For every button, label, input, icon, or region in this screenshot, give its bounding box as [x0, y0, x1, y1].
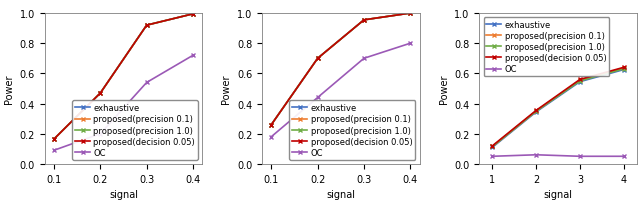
OC — [576, 155, 584, 158]
Line: proposed(precision 1.0): proposed(precision 1.0) — [269, 12, 413, 127]
Line: proposed(precision 0.1): proposed(precision 0.1) — [52, 12, 195, 142]
exhaustive — [406, 13, 414, 15]
Line: proposed(precision 0.1): proposed(precision 0.1) — [490, 66, 626, 149]
Y-axis label: Power: Power — [221, 74, 232, 104]
OC — [143, 82, 150, 84]
proposed(precision 0.1) — [620, 68, 627, 70]
proposed(precision 0.1) — [314, 58, 321, 60]
proposed(decision 0.05) — [360, 20, 368, 22]
proposed(precision 0.1) — [576, 80, 584, 82]
proposed(decision 0.05) — [97, 92, 104, 95]
Line: proposed(precision 1.0): proposed(precision 1.0) — [490, 67, 626, 149]
proposed(precision 0.1) — [268, 124, 275, 126]
proposed(decision 0.05) — [268, 124, 275, 126]
proposed(precision 1.0) — [143, 25, 150, 27]
proposed(decision 0.05) — [532, 110, 540, 112]
Line: proposed(precision 0.1): proposed(precision 0.1) — [269, 12, 413, 127]
proposed(precision 0.1) — [50, 138, 58, 140]
Y-axis label: Power: Power — [438, 74, 449, 104]
proposed(precision 1.0) — [360, 20, 368, 22]
OC — [314, 97, 321, 99]
proposed(decision 0.05) — [406, 13, 414, 15]
OC — [532, 154, 540, 156]
OC — [620, 155, 627, 158]
proposed(precision 0.1) — [360, 20, 368, 22]
proposed(precision 0.1) — [488, 146, 496, 148]
exhaustive — [143, 25, 150, 27]
proposed(precision 0.1) — [532, 110, 540, 113]
proposed(precision 1.0) — [620, 68, 627, 71]
OC — [97, 133, 104, 135]
proposed(precision 1.0) — [576, 80, 584, 83]
proposed(decision 0.05) — [143, 25, 150, 27]
Line: OC: OC — [490, 153, 626, 159]
Line: proposed(decision 0.05): proposed(decision 0.05) — [269, 12, 413, 127]
proposed(decision 0.05) — [488, 145, 496, 147]
OC — [50, 149, 58, 152]
proposed(precision 1.0) — [406, 13, 414, 15]
proposed(decision 0.05) — [620, 67, 627, 69]
proposed(decision 0.05) — [189, 14, 197, 16]
exhaustive — [360, 20, 368, 22]
X-axis label: signal: signal — [109, 189, 138, 199]
proposed(decision 0.05) — [576, 79, 584, 81]
proposed(precision 1.0) — [314, 58, 321, 60]
exhaustive — [268, 124, 275, 126]
proposed(precision 0.1) — [406, 13, 414, 15]
proposed(precision 0.1) — [97, 92, 104, 95]
Line: proposed(decision 0.05): proposed(decision 0.05) — [52, 12, 195, 142]
exhaustive — [50, 138, 58, 140]
OC — [360, 58, 368, 60]
OC — [268, 136, 275, 138]
Legend: exhaustive, proposed(precision 0.1), proposed(precision 1.0), proposed(decision : exhaustive, proposed(precision 0.1), pro… — [72, 101, 198, 160]
X-axis label: signal: signal — [326, 189, 355, 199]
proposed(precision 1.0) — [189, 14, 197, 16]
exhaustive — [488, 146, 496, 149]
Line: proposed(precision 1.0): proposed(precision 1.0) — [52, 12, 195, 142]
exhaustive — [189, 14, 197, 16]
Legend: exhaustive, proposed(precision 0.1), proposed(precision 1.0), proposed(decision : exhaustive, proposed(precision 0.1), pro… — [483, 18, 609, 77]
proposed(precision 1.0) — [532, 110, 540, 113]
X-axis label: signal: signal — [543, 189, 573, 199]
Line: exhaustive: exhaustive — [269, 12, 413, 127]
proposed(precision 1.0) — [50, 138, 58, 140]
proposed(precision 0.1) — [143, 25, 150, 27]
Line: exhaustive: exhaustive — [52, 12, 195, 142]
exhaustive — [532, 111, 540, 113]
Legend: exhaustive, proposed(precision 0.1), proposed(precision 1.0), proposed(decision : exhaustive, proposed(precision 0.1), pro… — [289, 101, 415, 160]
proposed(decision 0.05) — [50, 138, 58, 140]
Line: OC: OC — [269, 42, 413, 139]
proposed(decision 0.05) — [314, 58, 321, 60]
OC — [406, 43, 414, 45]
exhaustive — [314, 58, 321, 60]
Line: exhaustive: exhaustive — [490, 68, 626, 150]
OC — [488, 155, 496, 158]
proposed(precision 1.0) — [97, 92, 104, 95]
exhaustive — [576, 81, 584, 83]
Y-axis label: Power: Power — [4, 74, 14, 104]
exhaustive — [620, 69, 627, 71]
OC — [189, 55, 197, 57]
proposed(precision 1.0) — [488, 146, 496, 148]
Line: OC: OC — [52, 54, 195, 153]
Line: proposed(decision 0.05): proposed(decision 0.05) — [490, 66, 626, 148]
exhaustive — [97, 92, 104, 95]
proposed(precision 0.1) — [189, 14, 197, 16]
proposed(precision 1.0) — [268, 124, 275, 126]
